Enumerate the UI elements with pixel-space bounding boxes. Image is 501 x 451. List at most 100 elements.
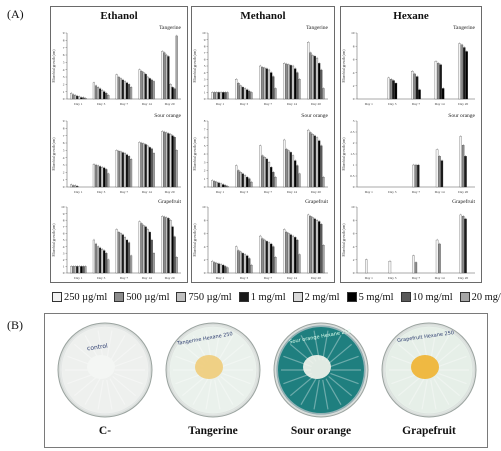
- y-tick-label: 8: [63, 39, 65, 43]
- bar: [99, 247, 102, 274]
- y-tick-label: 0: [204, 185, 206, 189]
- bar: [274, 257, 277, 274]
- y-tick-label: 8: [63, 218, 65, 222]
- y-tick-label: 5: [204, 144, 206, 148]
- bar: [441, 88, 445, 100]
- bar: [246, 89, 249, 100]
- bar: [152, 81, 155, 100]
- y-tick-label: 2: [353, 258, 355, 262]
- growth-streak: [84, 378, 101, 405]
- bar: [150, 148, 153, 188]
- bar: [84, 266, 87, 274]
- x-tick-label: Day 14: [435, 276, 445, 280]
- bar: [246, 176, 249, 188]
- bar: [237, 250, 240, 274]
- bar: [72, 266, 75, 274]
- bar: [222, 92, 225, 100]
- bar: [250, 181, 253, 188]
- petri-dish-panel: control C- Tangerine Hexane 250 Tangerin…: [44, 313, 488, 448]
- bar: [291, 65, 295, 100]
- bar: [315, 137, 319, 188]
- bar: [76, 266, 79, 274]
- bar: [272, 246, 275, 274]
- growth-streak: [325, 335, 342, 362]
- x-tick-label: Day 7: [264, 276, 272, 280]
- bar-chart-svg: Microbial growth (cm) 0 2 4 6 8 10 Day 1 Day 3 Da…: [342, 205, 475, 280]
- bar: [307, 214, 310, 274]
- bar: [243, 254, 247, 274]
- y-tick-label: 6: [204, 136, 206, 140]
- bar: [72, 94, 75, 100]
- bar: [125, 82, 129, 100]
- y-tick-label: 1: [63, 178, 65, 182]
- y-tick-label: 6: [353, 58, 355, 62]
- bar: [235, 246, 238, 274]
- y-axis-label: Microbial growth (cm): [342, 223, 346, 257]
- bar: [461, 216, 465, 274]
- bar: [464, 156, 467, 188]
- extract-spot: [303, 355, 331, 379]
- y-tick-label: 5: [63, 238, 65, 242]
- bar: [144, 73, 147, 100]
- bar: [211, 180, 214, 188]
- fruit-label: Sour orange: [301, 113, 328, 119]
- bar: [224, 185, 227, 188]
- y-tick-label: 10: [351, 205, 355, 209]
- bar: [388, 260, 392, 274]
- bar: [307, 129, 310, 188]
- x-tick-label: Day 14: [435, 102, 445, 106]
- bar: [146, 145, 149, 188]
- bar: [287, 150, 290, 188]
- x-tick-label: Day 3: [388, 190, 396, 194]
- bar: [99, 166, 102, 188]
- petri-dish-image: [57, 322, 153, 418]
- bar: [211, 260, 214, 274]
- bar: [239, 172, 242, 188]
- y-tick-label: 1: [63, 90, 65, 94]
- petri-dish-tangerine: Tangerine Hexane 250 Tangerine: [165, 320, 261, 437]
- y-tick-label: 1: [63, 265, 65, 269]
- bar: [464, 218, 467, 274]
- petri-dish-image: [381, 322, 477, 418]
- growth-streak: [325, 378, 342, 405]
- x-tick-label: Day 20: [458, 102, 468, 106]
- y-tick-label: 2: [204, 169, 206, 173]
- dish-highlight: [276, 325, 366, 415]
- y-tick-label: 8: [204, 218, 206, 222]
- y-tick-label: 10: [202, 31, 206, 35]
- bar: [74, 266, 77, 274]
- growth-streak: [106, 330, 113, 361]
- y-tick-label: 4: [63, 156, 65, 160]
- bar: [270, 243, 273, 274]
- bar: [99, 88, 102, 100]
- bar: [387, 77, 390, 100]
- bar: [237, 83, 240, 100]
- bar: [435, 149, 439, 188]
- bar: [76, 95, 79, 100]
- bar: [411, 71, 414, 100]
- bar: [171, 226, 174, 274]
- bar-chart-svg: Microbial growth (cm) 0 1 2 3 4 5 6 7 8 9 Day 1 Day …: [52, 31, 181, 106]
- legend-swatch: [114, 292, 125, 302]
- bar: [243, 175, 247, 188]
- bar: [140, 142, 143, 188]
- bar: [309, 52, 312, 100]
- bar: [140, 71, 143, 100]
- x-tick-label: Day 7: [264, 102, 272, 106]
- growth-streak: [109, 378, 126, 405]
- bar: [313, 218, 316, 274]
- bar: [296, 165, 299, 188]
- growth-streak: [328, 375, 353, 397]
- legend-label: 750 µg/ml: [188, 291, 232, 303]
- bar: [283, 229, 286, 274]
- dish-label: Tangerine: [188, 425, 238, 437]
- growth-streak: [73, 375, 98, 397]
- x-tick-label: Day 1: [216, 190, 224, 194]
- bar: [82, 266, 85, 274]
- bar: [175, 257, 178, 274]
- bar: [127, 156, 131, 188]
- growth-streak: [106, 379, 113, 410]
- bar: [219, 92, 223, 100]
- growth-streak: [436, 343, 461, 365]
- y-tick-label: 2: [204, 84, 206, 88]
